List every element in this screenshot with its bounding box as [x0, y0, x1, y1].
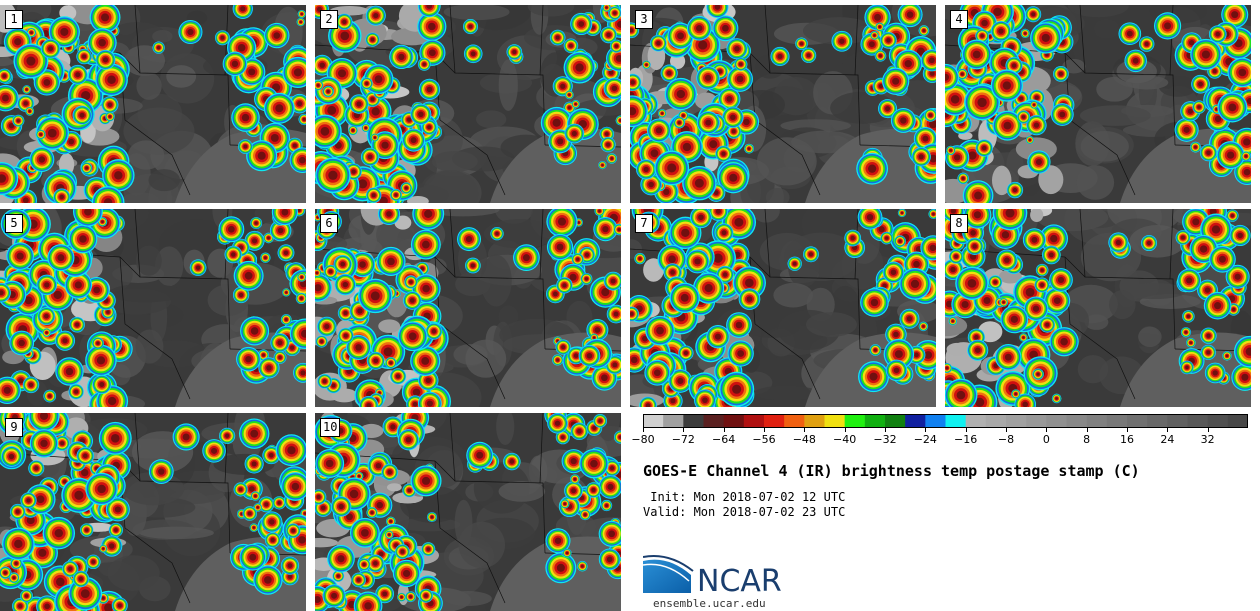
postage-stamp-panel-2: 2: [315, 5, 621, 203]
colorbar-bin: [643, 414, 664, 428]
postage-stamp-panel-8: 8: [945, 209, 1251, 407]
ncar-logo: NCAR: [643, 553, 793, 595]
colorbar-bin: [946, 414, 967, 428]
ir-map-9: [0, 413, 306, 611]
colorbar-tick: [1167, 428, 1168, 432]
colorbar-bin: [704, 414, 725, 428]
colorbar-bin: [865, 414, 886, 428]
postage-stamp-panel-10: 10: [315, 413, 621, 611]
panel-label-9: 9: [5, 418, 23, 437]
ir-map-1: [0, 5, 306, 203]
postage-stamp-panel-9: 9: [0, 413, 306, 611]
colorbar-tick: [1087, 428, 1088, 432]
colorbar-bin: [1188, 414, 1209, 428]
panel-label-8: 8: [950, 214, 968, 233]
postage-stamp-panel-1: 1: [0, 5, 306, 203]
panel-label-5: 5: [5, 214, 23, 233]
colorbar-tick: [764, 428, 765, 432]
panel-label-3: 3: [635, 10, 653, 29]
ir-map-10: [315, 413, 621, 611]
colorbar-tick-label: 0: [1043, 433, 1050, 446]
ncar-logo-text: NCAR: [697, 564, 782, 595]
colorbar-bin: [1107, 414, 1128, 428]
ir-map-8: [945, 209, 1251, 407]
colorbar: [643, 414, 1248, 428]
colorbar-tick-label: −40: [833, 433, 856, 446]
colorbar-bin: [784, 414, 805, 428]
colorbar-bin: [1046, 414, 1067, 428]
colorbar-bin: [905, 414, 926, 428]
colorbar-bin: [663, 414, 684, 428]
colorbar-tick: [1006, 428, 1007, 432]
colorbar-bin: [764, 414, 785, 428]
init-time: Init: Mon 2018-07-02 12 UTC: [643, 490, 845, 504]
colorbar-bin: [925, 414, 946, 428]
colorbar-tick: [925, 428, 926, 432]
postage-stamp-panel-3: 3: [630, 5, 936, 203]
ir-map-6: [315, 209, 621, 407]
colorbar-bin: [1067, 414, 1088, 428]
panel-label-1: 1: [5, 10, 23, 29]
colorbar-tick: [804, 428, 805, 432]
colorbar-tick-label: −80: [631, 433, 654, 446]
panel-label-10: 10: [320, 418, 340, 437]
ir-map-7: [630, 209, 936, 407]
postage-stamp-panel-7: 7: [630, 209, 936, 407]
colorbar-bin: [724, 414, 745, 428]
colorbar-bin: [1087, 414, 1108, 428]
colorbar-tick: [845, 428, 846, 432]
colorbar-tick-label: −64: [712, 433, 735, 446]
figure-title: GOES-E Channel 4 (IR) brightness temp po…: [643, 462, 1140, 480]
ir-map-2: [315, 5, 621, 203]
colorbar-tick: [1208, 428, 1209, 432]
colorbar-tick-label: −56: [752, 433, 775, 446]
postage-stamp-panel-4: 4: [945, 5, 1251, 203]
ir-map-3: [630, 5, 936, 203]
colorbar-tick-label: −72: [672, 433, 695, 446]
colorbar-bin: [845, 414, 866, 428]
colorbar-bin: [804, 414, 825, 428]
colorbar-bin: [744, 414, 765, 428]
colorbar-bin: [1147, 414, 1168, 428]
colorbar-bin: [825, 414, 846, 428]
panel-label-6: 6: [320, 214, 338, 233]
colorbar-tick-label: 32: [1201, 433, 1215, 446]
panel-label-7: 7: [635, 214, 653, 233]
colorbar-bin: [1228, 414, 1248, 428]
colorbar-tick: [966, 428, 967, 432]
colorbar-tick-label: 16: [1120, 433, 1134, 446]
colorbar-bin: [986, 414, 1007, 428]
colorbar-bin: [1208, 414, 1229, 428]
colorbar-tick: [1127, 428, 1128, 432]
colorbar-tick-label: −48: [793, 433, 816, 446]
colorbar-tick-label: −24: [914, 433, 937, 446]
panel-label-2: 2: [320, 10, 338, 29]
colorbar-bin: [1026, 414, 1047, 428]
postage-stamp-panel-5: 5: [0, 209, 306, 407]
colorbar-bin: [1167, 414, 1188, 428]
colorbar-tick-label: −16: [954, 433, 977, 446]
valid-time: Valid: Mon 2018-07-02 23 UTC: [643, 505, 845, 519]
colorbar-bin: [1127, 414, 1148, 428]
ir-map-5: [0, 209, 306, 407]
ir-map-4: [945, 5, 1251, 203]
colorbar-tick: [724, 428, 725, 432]
colorbar-tick: [1046, 428, 1047, 432]
panel-label-4: 4: [950, 10, 968, 29]
colorbar-bin: [683, 414, 704, 428]
colorbar-tick: [643, 428, 644, 432]
postage-stamp-panel-6: 6: [315, 209, 621, 407]
colorbar-tick-label: 24: [1160, 433, 1174, 446]
colorbar-tick-label: 8: [1083, 433, 1090, 446]
colorbar-tick-label: −8: [998, 433, 1014, 446]
colorbar-tick: [683, 428, 684, 432]
colorbar-bin: [1006, 414, 1027, 428]
colorbar-tick: [885, 428, 886, 432]
colorbar-tick-label: −32: [873, 433, 896, 446]
colorbar-bin: [885, 414, 906, 428]
colorbar-bin: [966, 414, 987, 428]
site-url: ensemble.ucar.edu: [653, 597, 766, 610]
